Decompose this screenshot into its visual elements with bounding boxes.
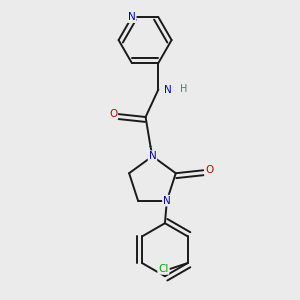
- Text: H: H: [180, 83, 187, 94]
- Text: N: N: [128, 12, 136, 22]
- Text: N: N: [164, 85, 172, 94]
- Text: O: O: [109, 109, 117, 119]
- Text: Cl: Cl: [158, 264, 169, 274]
- Text: N: N: [163, 196, 171, 206]
- Text: N: N: [148, 151, 156, 161]
- Text: O: O: [205, 165, 213, 175]
